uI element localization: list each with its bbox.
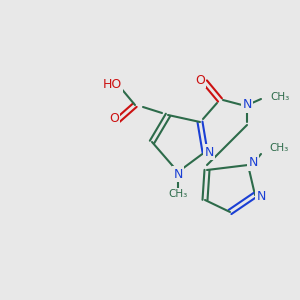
- Text: N: N: [242, 98, 252, 112]
- Text: N: N: [173, 167, 183, 181]
- Text: CH₃: CH₃: [168, 189, 188, 199]
- Text: N: N: [256, 190, 266, 203]
- Text: CH₃: CH₃: [270, 92, 289, 102]
- Text: N: N: [248, 157, 258, 169]
- Text: O: O: [195, 74, 205, 86]
- Text: O: O: [109, 112, 119, 125]
- Text: CH₃: CH₃: [269, 143, 288, 153]
- Text: HO: HO: [102, 79, 122, 92]
- Text: N: N: [204, 146, 214, 158]
